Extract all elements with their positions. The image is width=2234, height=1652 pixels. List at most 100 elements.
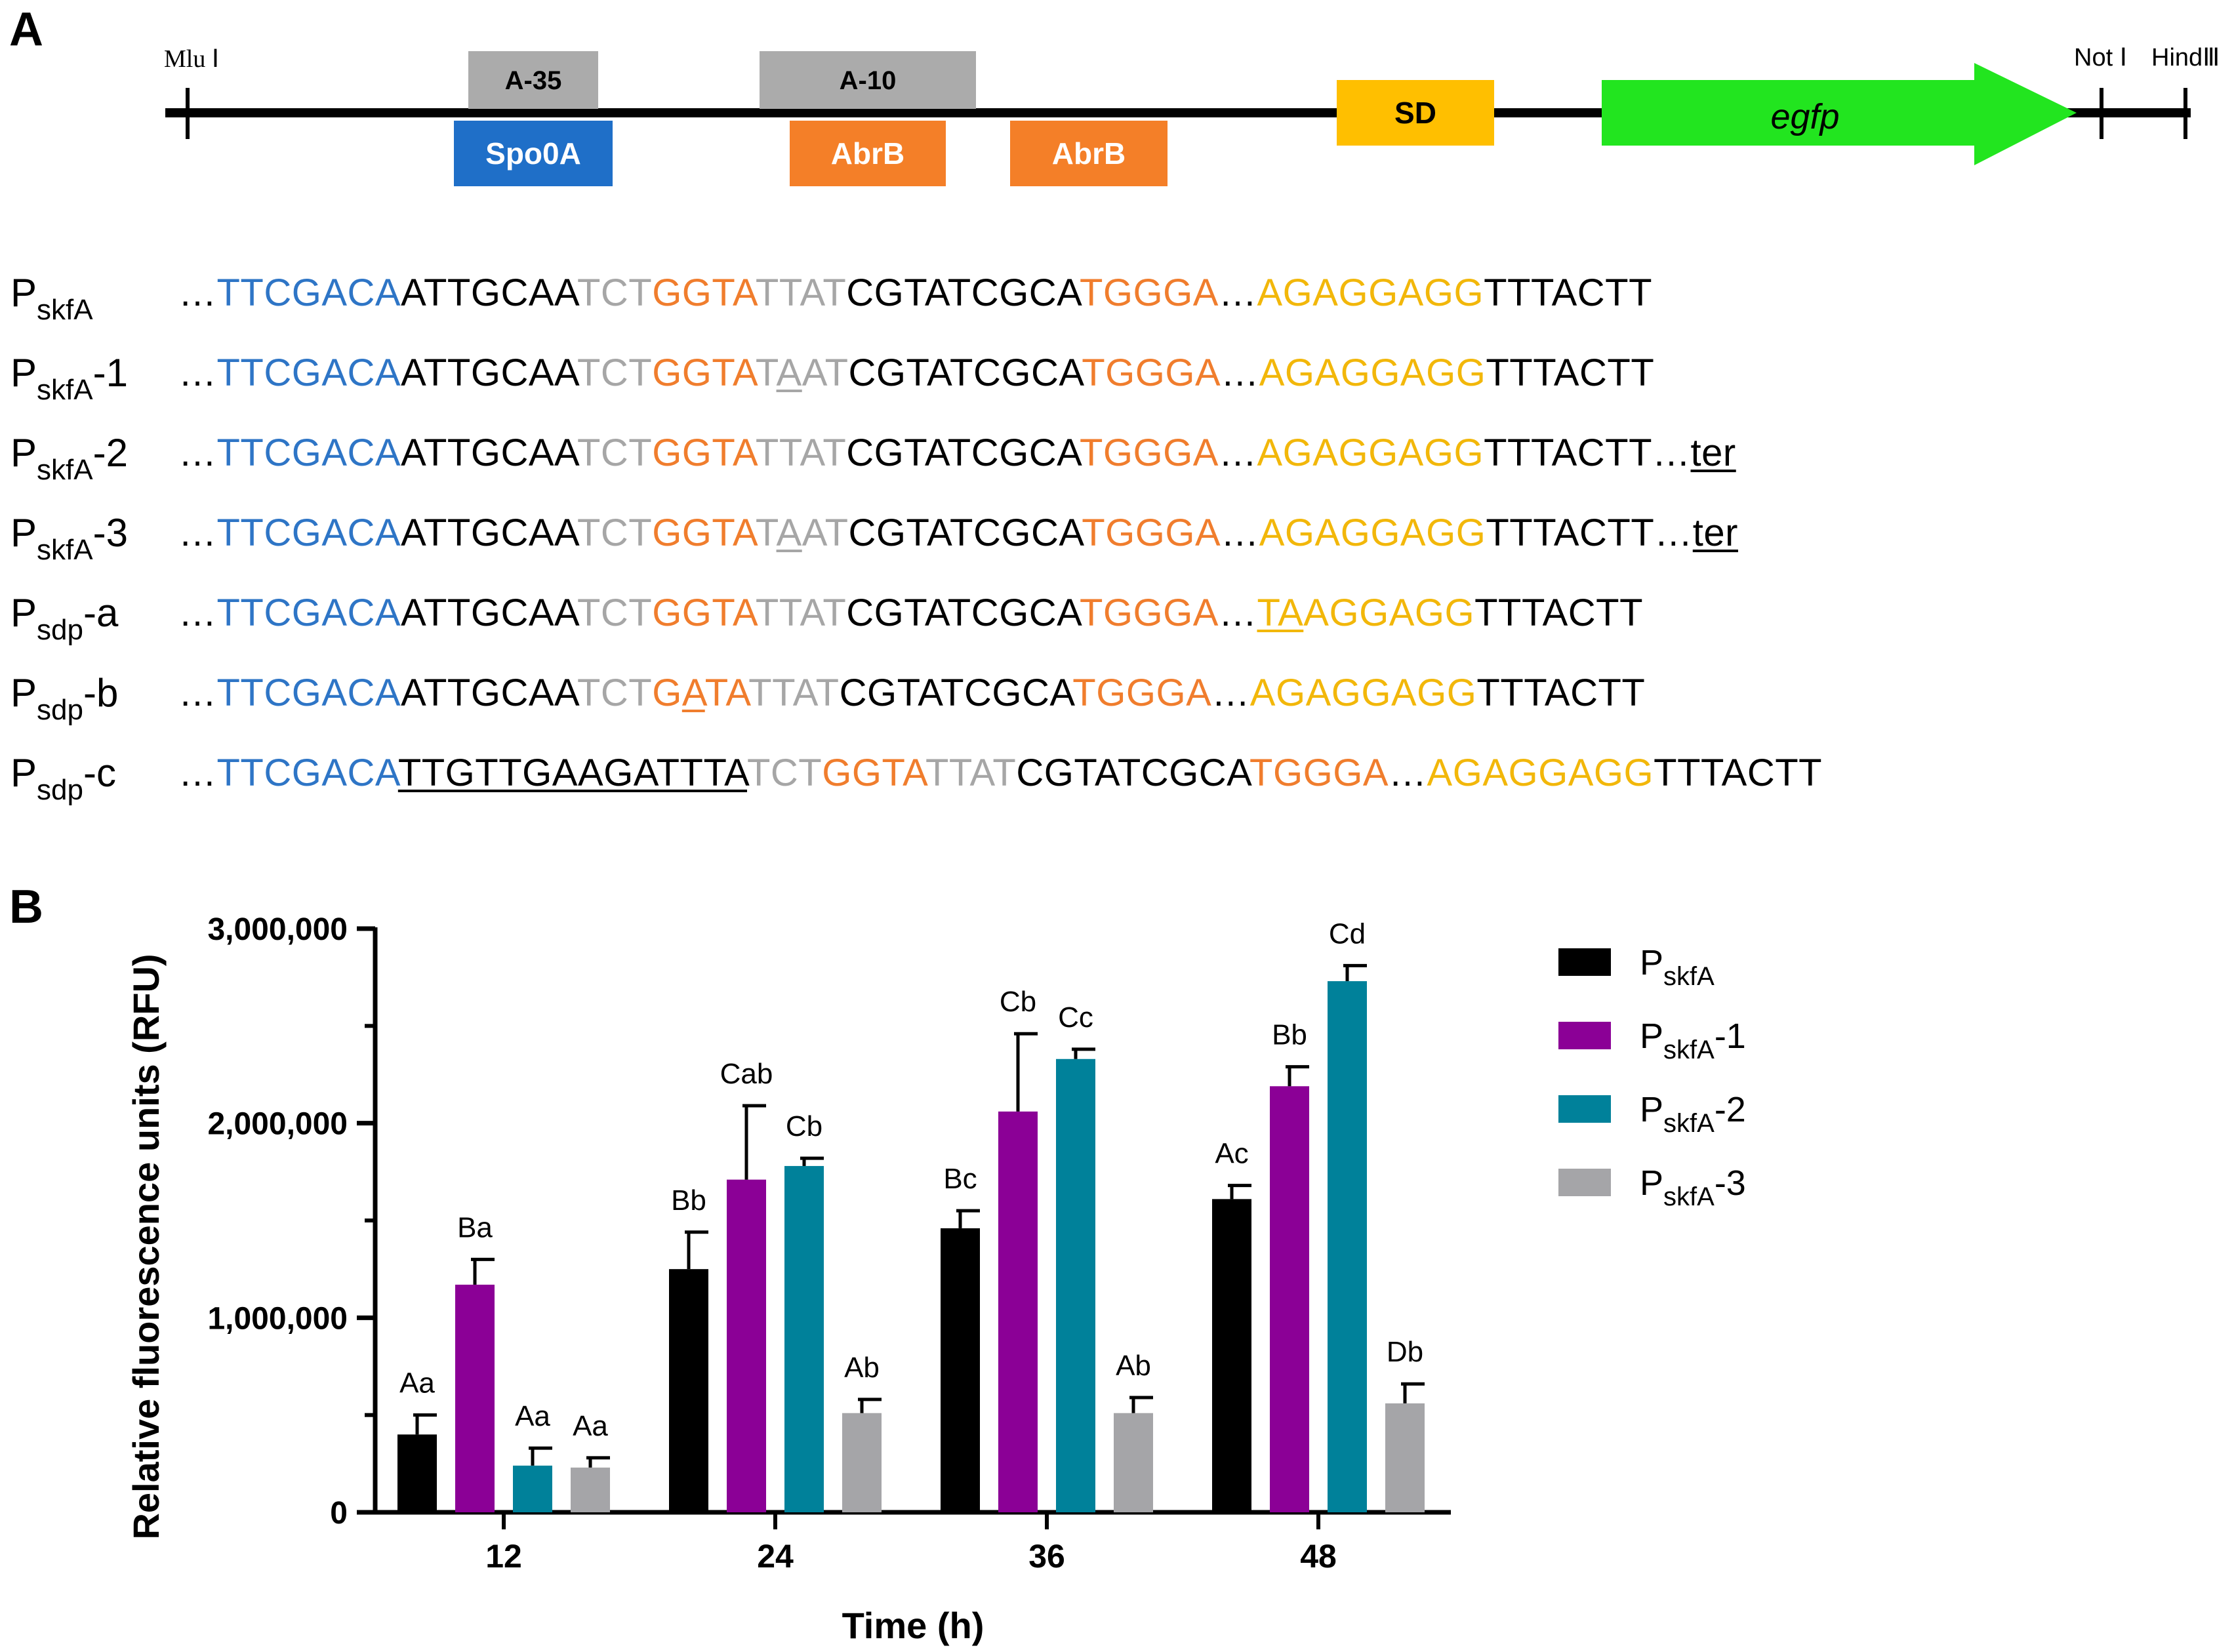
bar (397, 1434, 437, 1512)
x-axis-title: Time (h) (842, 1605, 985, 1646)
sequence-segment: … (178, 592, 217, 634)
sequence-segment: CGTATCGCA (1016, 752, 1250, 794)
promoter-label-base: P (10, 591, 37, 635)
sd-label: SD (1394, 96, 1436, 130)
promoter-label-sub: sdp (37, 774, 83, 806)
sequence-segment: CGTATCGCA (839, 672, 1073, 714)
promoter-label: Psdp-b (10, 670, 118, 725)
sequence-text: …TTCGACAATTGCAATCTGATATTATCGTATCGCATGGGA… (178, 670, 1645, 716)
legend-swatch (1558, 948, 1611, 976)
sequence-text: …TTCGACAATTGCAATCTGGTATAATCGTATCGCATGGGA… (178, 510, 1738, 556)
sequence-segment: … (1218, 272, 1257, 314)
significance-label: Ab (1116, 1350, 1151, 1382)
bar (842, 1413, 882, 1512)
legend-label-suffix: -1 (1715, 1017, 1746, 1056)
y-tick-label: 0 (330, 1496, 348, 1531)
sequence-segment: … (1218, 432, 1257, 474)
sequence-segment: GGTA (652, 432, 756, 474)
sequence-segment: ATTGCAA (401, 592, 577, 634)
sequence-segment: T (755, 512, 777, 554)
sequence-segment: GGTA (822, 752, 925, 794)
sequence-segment: ATTGCAA (401, 672, 577, 714)
sequence-segment: ATTGCAA (401, 432, 577, 474)
legend-label: PskfA (1640, 943, 1715, 991)
significance-label: Cb (1000, 986, 1036, 1018)
panel-b-label: B (9, 881, 43, 933)
sequence-segment: TTTACTT (1476, 672, 1646, 714)
sequence-segment: TTTACTT (1474, 592, 1644, 634)
legend-label: PskfA-3 (1640, 1163, 1746, 1211)
bar (941, 1228, 980, 1512)
promoter-label-base: P (10, 751, 37, 795)
sequence-segment: TTTACTT… (1484, 432, 1691, 474)
legend-label-sub: skfA (1663, 1036, 1715, 1064)
promoter-label-suffix: -a (83, 591, 119, 635)
sequence-segment: TCT (746, 752, 823, 794)
significance-label: Ba (457, 1211, 493, 1243)
y-tick-label: 2,000,000 (207, 1107, 348, 1142)
promoter-label-sub: skfA (37, 374, 93, 406)
sequence-segment: T (755, 352, 777, 394)
sequence-segment: ATTGCAA (401, 352, 577, 394)
sequence-segment: TCT (577, 432, 653, 474)
sequence-text: …TTCGACAATTGCAATCTGGTATAATCGTATCGCATGGGA… (178, 350, 1654, 396)
bar (455, 1284, 495, 1512)
sequence-segment: ter (1692, 512, 1738, 554)
sequence-segment: TTCGACA (216, 352, 401, 394)
legend-label-base: P (1640, 1017, 1663, 1056)
legend-label-sub: skfA (1663, 1109, 1715, 1138)
sequence-segment: TGGGA (1080, 592, 1219, 634)
sequence-segment: TTAT (755, 272, 847, 314)
sequence-segment: GGTA (652, 592, 756, 634)
sequence-segment: TTTACTT (1486, 352, 1655, 394)
promoter-label-base: P (10, 271, 37, 315)
promoter-label: PskfA-2 (10, 430, 128, 485)
promoter-label-sub: sdp (37, 694, 83, 726)
sequence-segment: … (178, 672, 217, 714)
sequence-segment: CGTATCGCA (848, 512, 1082, 554)
a35-label: A-35 (505, 66, 562, 95)
sequence-segment: … (1221, 352, 1259, 394)
egfp-label: egfp (1770, 97, 1839, 136)
legend-label-base: P (1640, 1163, 1663, 1203)
promoter-label-base: P (10, 351, 37, 395)
sequence-segment: TGGGA (1072, 672, 1212, 714)
construct-map: Mlu Ⅰ Not Ⅰ HindⅢ A-35 A-10 Spo0A AbrB A… (164, 44, 2220, 186)
sequence-segment: GGTA (652, 352, 756, 394)
sequence-segment: TCT (577, 352, 653, 394)
legend-label-sub: skfA (1663, 1182, 1715, 1211)
sequence-segment: G (652, 672, 682, 714)
promoter-label: PskfA-1 (10, 350, 128, 405)
sequence-text: …TTCGACATTGTTGAAGATTTATCTGGTATTATCGTATCG… (178, 750, 1822, 796)
sequence-segment: TTCGACA (216, 432, 401, 474)
sequence-segment: A (776, 352, 802, 394)
promoter-label-sub: skfA (37, 294, 93, 326)
sequence-segment: ter (1690, 432, 1736, 474)
sequence-segment: AGGAGG (1303, 592, 1475, 634)
significance-label: Cd (1329, 917, 1366, 950)
sequence-segment: TTCGACA (216, 752, 398, 794)
sequence-text: …TTCGACAATTGCAATCTGGTATTATCGTATCGCATGGGA… (178, 270, 1652, 316)
sequence-segment: TGGGA (1249, 752, 1389, 794)
sequence-segment: AGAGGAGG (1257, 272, 1484, 314)
bar (513, 1465, 552, 1512)
sequence-segment: … (178, 432, 217, 474)
bar (1212, 1199, 1251, 1512)
promoter-label-base: P (10, 431, 37, 475)
sequence-segment: TTCGACA (216, 512, 401, 554)
sequence-segment: GGTA (652, 272, 756, 314)
promoter-label: Psdp-c (10, 750, 116, 805)
sequence-segment: AGAGGAGG (1427, 752, 1654, 794)
bar (1328, 981, 1367, 1512)
sequence-segment: AGAGGAGG (1259, 512, 1486, 554)
sequence-segment: TGGGA (1080, 272, 1219, 314)
spo0a-label: Spo0A (485, 136, 581, 171)
promoter-label-sub: skfA (37, 454, 93, 486)
bar-chart: 0 1,000,000 2,000,000 3,000,000 12 24 36 48 Time… (125, 912, 1746, 1646)
a10-box (760, 51, 976, 109)
significance-label: Cab (720, 1058, 773, 1090)
y-axis-title: Relative fluorescence units (RFU) (125, 954, 167, 1539)
y-tick-label: 1,000,000 (207, 1301, 348, 1336)
abrb-label-2: AbrB (1052, 136, 1126, 171)
sequence-text: …TTCGACAATTGCAATCTGGTATTATCGTATCGCATGGGA… (178, 590, 1643, 636)
